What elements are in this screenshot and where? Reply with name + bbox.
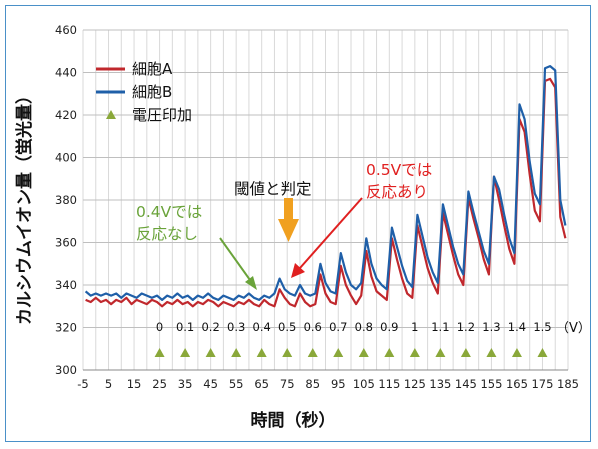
x-tick-label: 135	[429, 377, 451, 391]
voltage-label: 1.1	[431, 320, 449, 334]
voltage-label: 0.3	[227, 320, 245, 334]
voltage-label: 1.3	[482, 320, 500, 334]
voltage-label: 0.7	[329, 320, 347, 334]
series-lines	[84, 64, 567, 308]
y-tick-label: 340	[55, 278, 77, 292]
voltage-label: 1.2	[457, 320, 475, 334]
voltage-label: 0.6	[304, 320, 322, 334]
voltage-label: 0.5	[278, 320, 296, 334]
y-tick-label: 380	[55, 193, 77, 207]
y-tick-label: 360	[55, 236, 77, 250]
legend-label-b: 細胞B	[132, 83, 172, 101]
voltage-label: 1	[411, 320, 418, 334]
voltage-marker	[231, 348, 242, 357]
voltage-markers	[154, 348, 548, 357]
response-line1: 0.5Vでは	[366, 161, 432, 179]
legend-label-a: 細胞A	[132, 60, 173, 78]
legend-label-voltage: 電圧印加	[132, 106, 192, 124]
voltage-marker	[180, 348, 191, 357]
voltage-marker	[154, 348, 165, 357]
x-tick-label: 55	[229, 377, 244, 391]
x-tick-labels: -5 5 15 25 35 45 55 65 75 85 95 105 115 125 135 145 155 1…	[77, 377, 579, 391]
x-tick-label: 65	[254, 377, 269, 391]
grid	[82, 29, 569, 371]
y-tick-label: 420	[55, 108, 77, 122]
x-tick-label: 85	[305, 377, 320, 391]
voltage-marker	[409, 348, 420, 357]
chart-frame	[5, 5, 591, 442]
no-response-annotation: 0.4Vでは 反応なし	[136, 203, 257, 290]
voltage-marker	[282, 348, 293, 357]
no-response-line1: 0.4Vでは	[136, 203, 202, 221]
y-axis-title: カルシウムイオン量（蛍光量）	[14, 87, 35, 325]
voltage-unit: （V）	[556, 321, 591, 336]
x-tick-label: 35	[178, 377, 193, 391]
x-tick-label: 155	[480, 377, 502, 391]
legend: 細胞A 細胞B 電圧印加	[96, 60, 192, 124]
voltage-label: 0.9	[380, 320, 398, 334]
y-tick-label: 460	[55, 23, 77, 37]
y-tick-label: 400	[55, 151, 77, 165]
voltage-marker	[358, 348, 369, 357]
x-tick-label: 105	[353, 377, 375, 391]
x-axis-title: 時間（秒）	[251, 410, 336, 431]
voltage-marker	[511, 348, 522, 357]
voltage-marker	[333, 348, 344, 357]
y-tick-label: 440	[55, 66, 77, 80]
legend-triangle-icon	[106, 110, 116, 119]
voltage-marker	[486, 348, 497, 357]
x-tick-label: 5	[105, 377, 112, 391]
voltage-label: 0.4	[253, 320, 271, 334]
threshold-arrow-shaft	[284, 198, 293, 220]
x-tick-label: 75	[280, 377, 295, 391]
voltage-marker	[384, 348, 395, 357]
series-line-cell-a	[85, 77, 567, 308]
voltage-marker	[307, 348, 318, 357]
threshold-label: 閾値と判定	[234, 180, 312, 198]
x-tick-label: 115	[378, 377, 400, 391]
no-response-arrowhead-icon	[245, 276, 257, 290]
voltage-label: 1.4	[508, 320, 526, 334]
voltage-marker	[256, 348, 267, 357]
voltage-marker	[435, 348, 446, 357]
series-line-cell-b	[84, 64, 567, 301]
voltage-marker	[460, 348, 471, 357]
voltage-marker	[537, 348, 548, 357]
voltage-label: 0.2	[201, 320, 219, 334]
voltage-marker	[205, 348, 216, 357]
response-line2: 反応あり	[366, 183, 428, 201]
no-response-arrow-line	[219, 237, 251, 281]
voltage-labels: 0 0.1 0.2 0.3 0.4 0.5 0.6 0.7 0.8 0.9 1 1.1 1.2 1.3 1.…	[156, 320, 552, 334]
x-tick-label: 45	[203, 377, 218, 391]
y-tick-label: 300	[55, 363, 77, 377]
threshold-annotation: 閾値と判定	[234, 180, 312, 242]
voltage-label: 0.1	[176, 320, 194, 334]
response-arrow-line	[299, 197, 363, 269]
voltage-label: 0.8	[355, 320, 373, 334]
y-tick-labels: 300 320 340 360 380 400 420 440 460	[55, 23, 77, 377]
response-arrowhead-icon	[291, 263, 305, 278]
x-tick-label: 95	[331, 377, 346, 391]
x-tick-label: -5	[77, 377, 88, 391]
voltage-label: 0	[156, 320, 163, 334]
voltage-label: 1.5	[533, 320, 551, 334]
x-tick-label: 25	[152, 377, 167, 391]
x-tick-label: 185	[557, 377, 579, 391]
threshold-arrow-icon	[278, 219, 299, 242]
y-tick-label: 320	[55, 321, 77, 335]
x-tick-label: 15	[127, 377, 142, 391]
x-tick-label: 145	[455, 377, 477, 391]
x-tick-label: 125	[404, 377, 426, 391]
x-tick-label: 165	[506, 377, 528, 391]
no-response-line2: 反応なし	[136, 225, 198, 243]
response-annotation: 0.5Vでは 反応あり	[291, 161, 432, 278]
x-tick-label: 175	[531, 377, 553, 391]
